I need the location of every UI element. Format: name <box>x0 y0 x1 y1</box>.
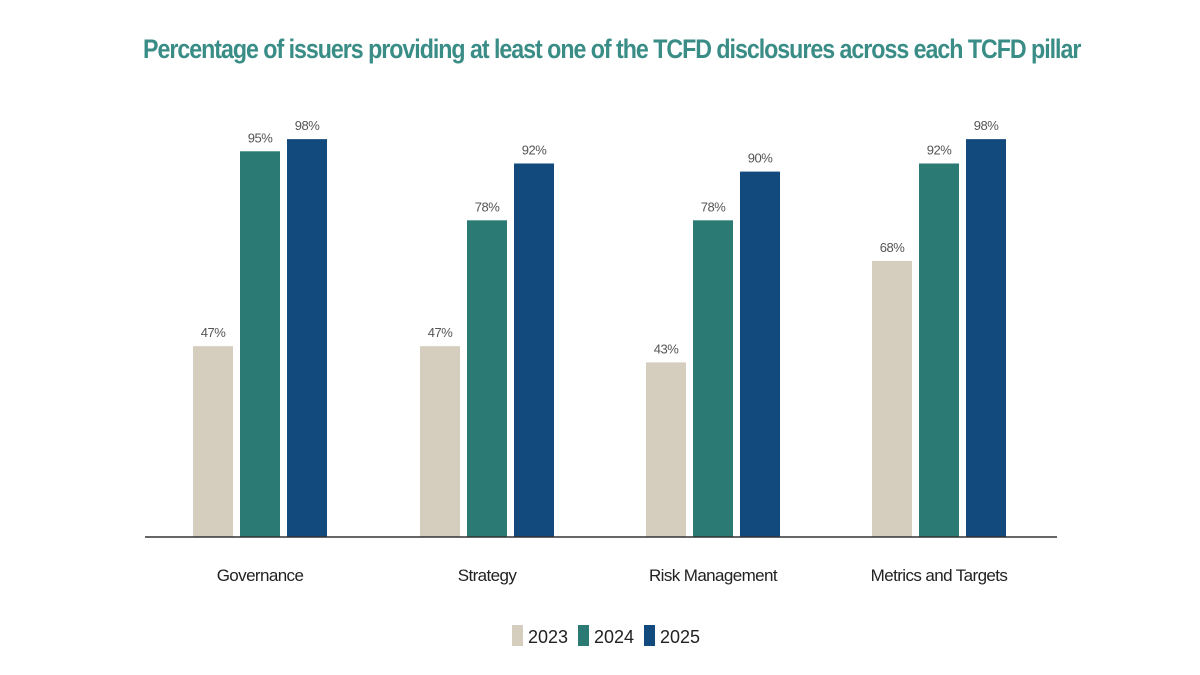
legend-label: 2025 <box>660 627 700 647</box>
category-label: Risk Management <box>649 566 778 585</box>
bar-2023-strategy <box>420 346 460 537</box>
legend-swatch-2024 <box>578 625 589 646</box>
bar-2025-metrics-and-targets <box>966 139 1006 537</box>
data-label: 95% <box>248 130 273 145</box>
category-labels: Governance Strategy Risk Management Metrics… <box>217 566 1008 585</box>
bar-2024-strategy <box>467 220 507 537</box>
data-label: 68% <box>880 240 905 255</box>
data-label: 98% <box>974 118 999 133</box>
data-label: 78% <box>475 199 500 214</box>
data-label: 47% <box>428 325 453 340</box>
data-label: 92% <box>927 142 952 157</box>
bar-2023-metrics-and-targets <box>872 260 912 537</box>
bar-2024-risk-management <box>693 220 733 537</box>
bar-2025-risk-management <box>740 171 780 537</box>
category-label: Metrics and Targets <box>871 566 1008 585</box>
category-label: Governance <box>217 566 304 585</box>
bar-2024-metrics-and-targets <box>919 163 959 538</box>
legend-label: 2024 <box>594 627 634 647</box>
data-label: 90% <box>748 151 773 166</box>
chart-title: Percentage of issuers providing at least… <box>143 34 1081 64</box>
bars-layer <box>193 139 1006 538</box>
bar-2024-governance <box>240 151 280 538</box>
bar-2023-risk-management <box>646 362 686 537</box>
bar-2025-governance <box>287 139 327 537</box>
data-label: 43% <box>654 341 679 356</box>
labels-layer: 47% 95% 98% 47% 78% 92% 43% 78% 90% 68% 92% 98% <box>201 118 1000 356</box>
bar-2023-governance <box>193 346 233 537</box>
legend: 2023 2024 2025 <box>512 625 700 647</box>
data-label: 92% <box>522 142 547 157</box>
legend-label: 2023 <box>528 627 568 647</box>
data-label: 47% <box>201 325 226 340</box>
legend-swatch-2023 <box>512 625 523 646</box>
category-label: Strategy <box>458 566 518 585</box>
bar-2025-strategy <box>514 163 554 538</box>
data-label: 98% <box>295 118 320 133</box>
legend-swatch-2025 <box>644 625 655 646</box>
data-label: 78% <box>701 199 726 214</box>
